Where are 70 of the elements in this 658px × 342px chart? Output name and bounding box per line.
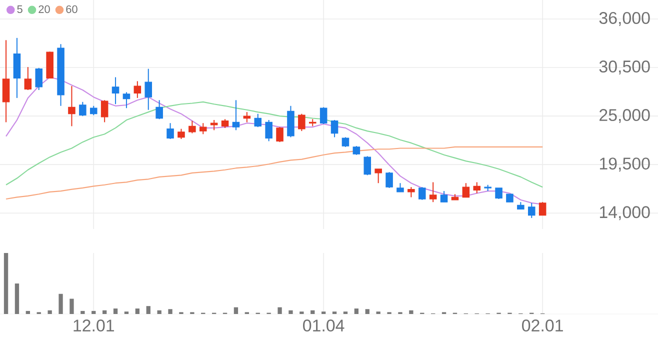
y-tick-label: 36,000	[599, 12, 650, 26]
candlestick	[330, 120, 338, 138]
candlestick	[100, 100, 108, 123]
candlestick	[254, 113, 262, 128]
legend-label: 5	[17, 5, 22, 14]
bar	[288, 310, 293, 314]
candlestick	[429, 182, 437, 203]
candlestick	[374, 168, 382, 184]
candlestick	[122, 92, 130, 109]
legend-label: 20	[38, 5, 50, 14]
bar	[58, 294, 63, 314]
candlestick	[156, 100, 163, 120]
candlestick	[24, 66, 32, 91]
bar	[409, 310, 414, 314]
bar	[48, 310, 52, 314]
bar	[4, 253, 8, 314]
candlestick	[386, 172, 393, 188]
bar	[92, 310, 96, 314]
candlestick	[408, 186, 415, 198]
candlestick	[232, 100, 240, 131]
candlestick	[462, 182, 470, 198]
candlestick	[112, 76, 120, 105]
candlestick	[495, 187, 502, 200]
bar	[168, 309, 172, 314]
x-tick-label: 02.01	[522, 320, 563, 332]
candlestick	[265, 120, 272, 142]
bar	[80, 310, 85, 314]
bar	[234, 307, 238, 314]
bar	[278, 307, 282, 314]
bar	[70, 298, 74, 314]
candlestick	[144, 68, 152, 110]
x-tick-label: 12.01	[74, 320, 114, 332]
candlestick	[342, 136, 350, 148]
y-tick-label: 30,500	[599, 60, 650, 75]
bar	[135, 308, 140, 314]
bar	[310, 310, 315, 314]
candlestick	[68, 86, 76, 127]
candlestick	[178, 128, 185, 140]
candlestick	[276, 126, 284, 143]
candlestick	[243, 112, 251, 123]
candlestick	[2, 40, 10, 123]
y-tick-label: 25,000	[600, 109, 650, 124]
candlestick	[538, 202, 546, 216]
candlestick	[473, 182, 481, 194]
line-series	[5, 101, 544, 188]
x-tick-label: 01.04	[303, 320, 344, 332]
candlestick	[440, 190, 448, 203]
candlestick	[364, 156, 372, 176]
candlestick	[79, 101, 86, 117]
bar	[146, 306, 150, 314]
candlestick	[188, 120, 196, 134]
bar	[157, 310, 162, 314]
bar	[354, 308, 359, 314]
bar	[113, 308, 118, 314]
candlestick	[528, 202, 536, 218]
candlestick	[134, 80, 142, 98]
y-tick-label: 14,000	[600, 206, 650, 220]
y-tick-label: 19,500	[600, 158, 650, 172]
bar	[14, 284, 20, 314]
candlestick	[320, 106, 328, 124]
candlestick	[35, 67, 43, 91]
candlestick	[199, 122, 207, 135]
bar	[26, 310, 30, 314]
bar	[102, 310, 107, 314]
bar	[365, 309, 370, 314]
candlestick	[90, 105, 98, 116]
legend-label: 60	[66, 5, 78, 14]
candlestick	[166, 122, 174, 140]
candlestick	[418, 186, 426, 200]
candlestick	[298, 113, 306, 132]
